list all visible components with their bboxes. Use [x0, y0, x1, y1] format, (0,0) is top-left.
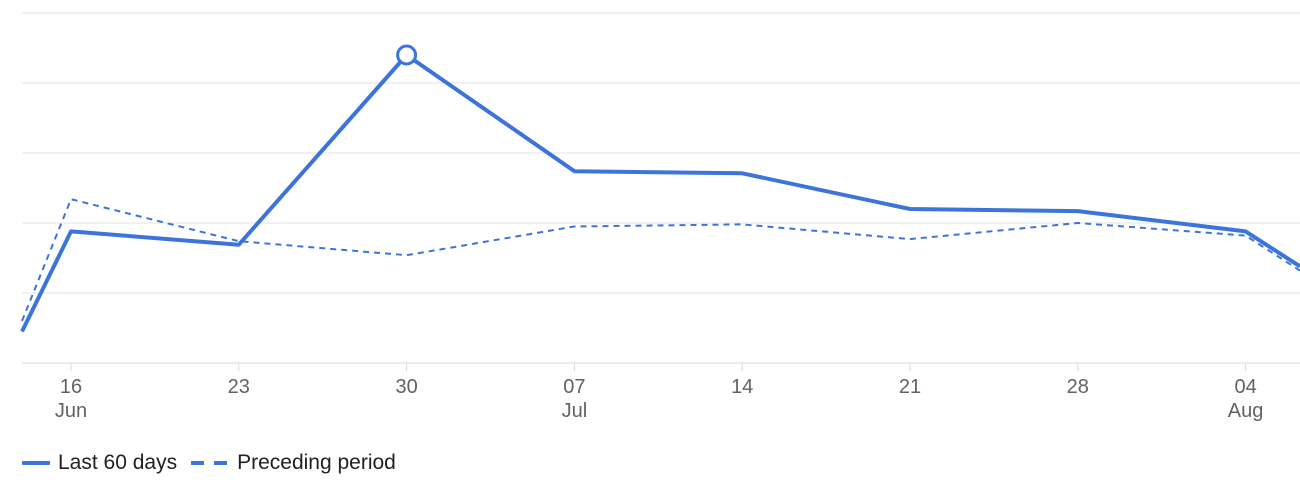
legend-item-last-60-days[interactable]: Last 60 days	[22, 451, 177, 475]
x-tick-label: 30	[395, 376, 417, 398]
x-tick-label: 07	[563, 376, 585, 398]
x-tick-label: 04	[1234, 376, 1256, 398]
legend-item-preceding-period[interactable]: Preceding period	[191, 451, 396, 475]
x-tick-label: 28	[1067, 376, 1089, 398]
legend-swatch-solid	[22, 461, 50, 465]
highlight-markers[interactable]	[396, 44, 418, 66]
series-line-preceding-period	[21, 198, 1300, 322]
x-tick-month-label: Jul	[562, 400, 588, 422]
legend-swatch-dashed	[191, 461, 228, 465]
legend-label-preceding-period: Preceding period	[237, 451, 396, 474]
legend-label-last-60-days: Last 60 days	[58, 451, 178, 474]
grid-lines	[22, 12, 1300, 364]
x-tick-label: 23	[228, 376, 250, 398]
series-lines	[20, 53, 1300, 333]
x-tick-label: 14	[731, 376, 753, 398]
x-tick-month-label: Aug	[1228, 400, 1264, 422]
x-tick-label: 21	[899, 376, 921, 398]
chart-legend: Last 60 days Preceding period	[22, 451, 410, 475]
x-tick-label: 16	[60, 376, 82, 398]
x-tick-month-label: Jun	[55, 400, 87, 422]
series-line-last-60-days	[20, 53, 1300, 333]
highlight-point-marker[interactable]	[396, 44, 418, 66]
